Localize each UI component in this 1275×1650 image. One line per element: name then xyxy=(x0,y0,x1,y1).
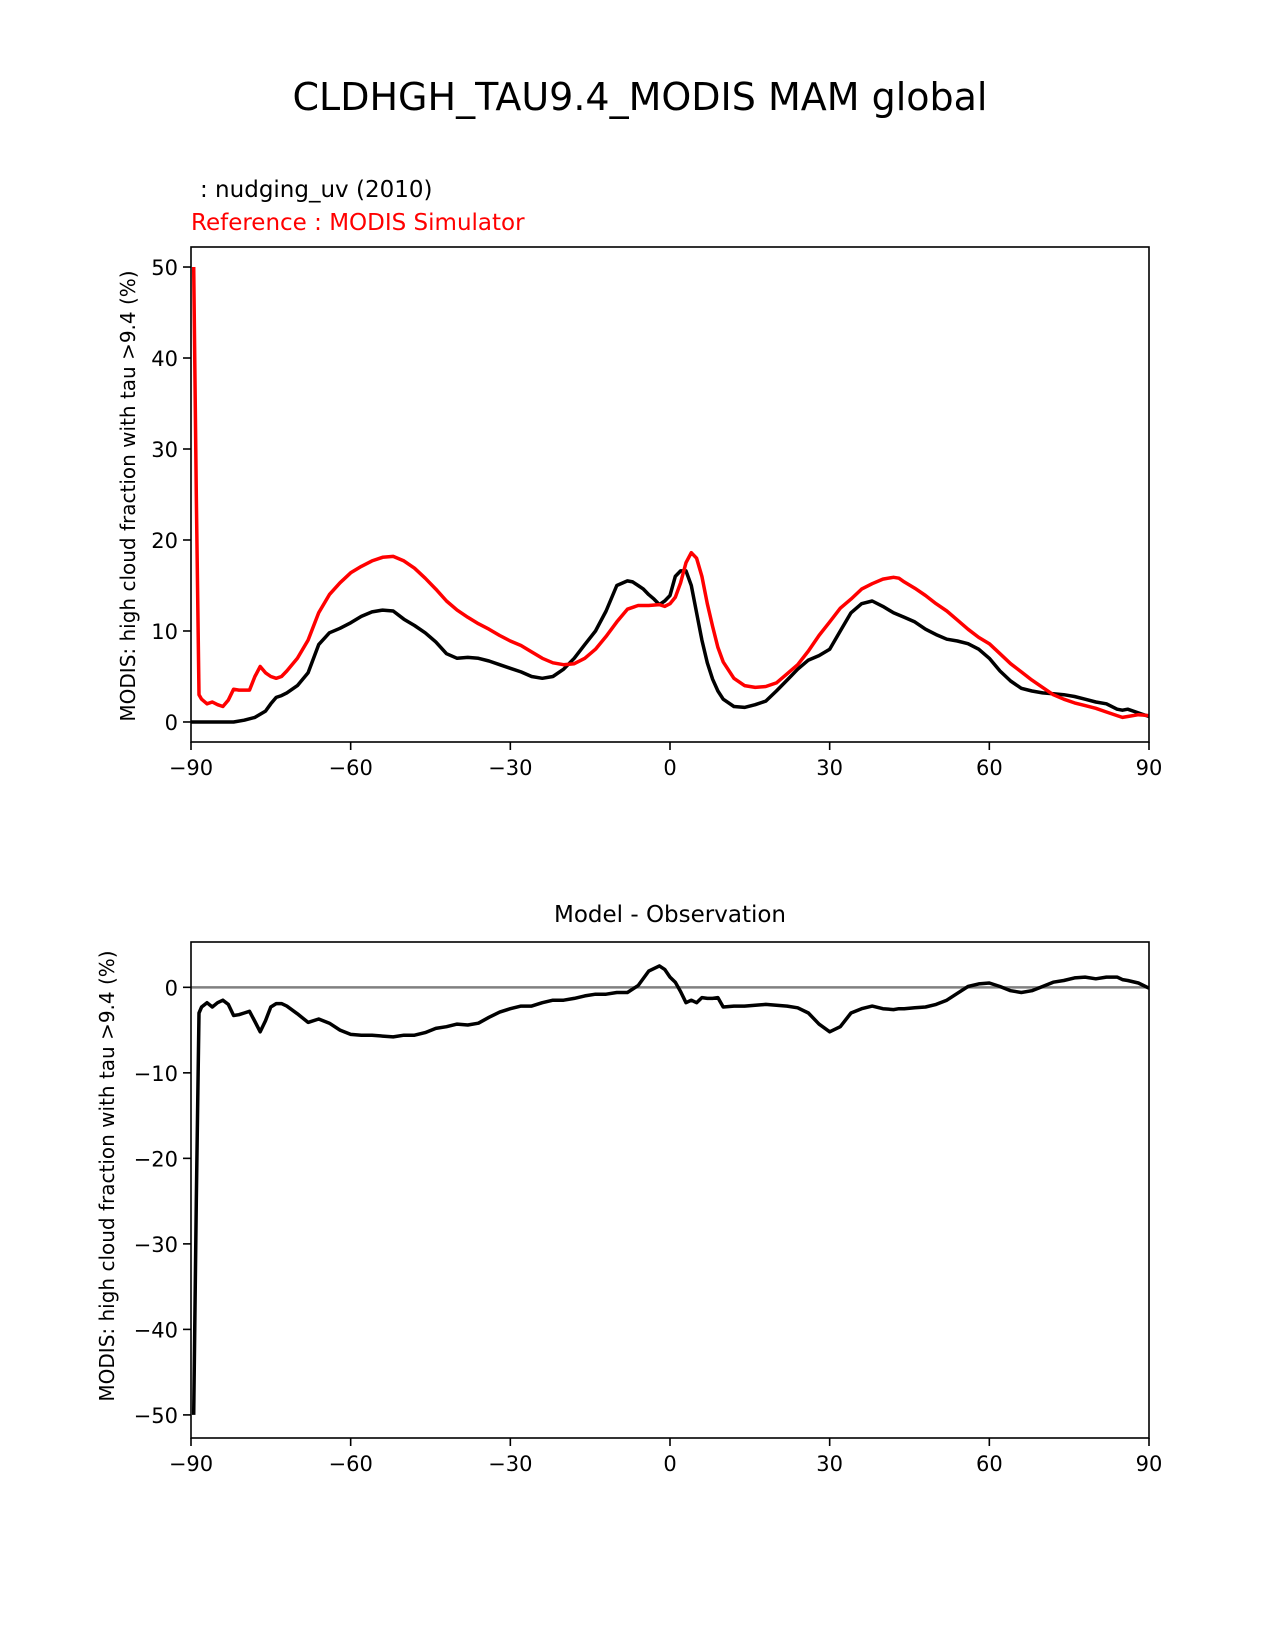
top-y-tick-label: 40 xyxy=(151,347,178,371)
bottom-panel: Model - Observation MODIS: high cloud fr… xyxy=(95,902,1162,1476)
bottom-x-tick-label: 30 xyxy=(816,1452,843,1476)
bottom-x-tick-label: 60 xyxy=(976,1452,1003,1476)
top-x-tick-label: 90 xyxy=(1136,756,1163,780)
top-x-tick-label: 0 xyxy=(663,756,676,780)
bottom-x-tick-label: −60 xyxy=(329,1452,373,1476)
top-y-tick-label: 30 xyxy=(151,438,178,462)
bottom-x-tick-label: −30 xyxy=(488,1452,532,1476)
bottom-series-line-0 xyxy=(191,964,1149,1415)
top-y-tick-label: 50 xyxy=(151,256,178,280)
top-series-line-1 xyxy=(191,266,1149,720)
bottom-y-tick-label: −40 xyxy=(134,1318,178,1342)
bottom-y-tick-label: 0 xyxy=(165,976,178,1000)
top-series-line-0 xyxy=(191,569,1149,724)
top-y-tick-label: 20 xyxy=(151,529,178,553)
top-x-tick-label: −90 xyxy=(169,756,213,780)
bottom-y-tick-label: −50 xyxy=(134,1404,178,1428)
top-x-tick-label: 60 xyxy=(976,756,1003,780)
bottom-y-tick-label: −20 xyxy=(134,1147,178,1171)
top-x-tick-label: −60 xyxy=(329,756,373,780)
top-y-tick-label: 0 xyxy=(165,711,178,735)
top-plot-area: −90 −60 −30 0 30 60 90 0 10 20 30 40 50 xyxy=(151,246,1163,780)
top-axes-frame xyxy=(190,246,1150,743)
bottom-x-tick-label: 90 xyxy=(1136,1452,1163,1476)
bottom-x-tick-label: 0 xyxy=(663,1452,676,1476)
bottom-y-tick-label: −30 xyxy=(134,1233,178,1257)
top-x-tick-label: 30 xyxy=(816,756,843,780)
bottom-plot-area: −90 −60 −30 0 30 60 90 0 −10 −20 −30 −40 −50 xyxy=(134,941,1163,1476)
bottom-y-axis-label: MODIS: high cloud fraction with tau >9.4… xyxy=(95,950,119,1401)
reference-label: Reference : MODIS Simulator xyxy=(191,210,525,236)
top-y-axis-label: MODIS: high cloud fraction with tau >9.4… xyxy=(116,270,140,721)
top-y-tick-label: 10 xyxy=(151,620,178,644)
bottom-axes-frame xyxy=(190,941,1150,1439)
bottom-title: Model - Observation xyxy=(554,902,786,928)
figure-title: CLDHGH_TAU9.4_MODIS MAM global xyxy=(293,75,988,119)
bottom-x-tick-label: −90 xyxy=(169,1452,213,1476)
bottom-y-tick-label: −10 xyxy=(134,1062,178,1086)
test-label: : nudging_uv (2010) xyxy=(200,177,432,203)
top-x-tick-label: −30 xyxy=(488,756,532,780)
top-panel: : nudging_uv (2010) Reference : MODIS Si… xyxy=(116,177,1162,780)
